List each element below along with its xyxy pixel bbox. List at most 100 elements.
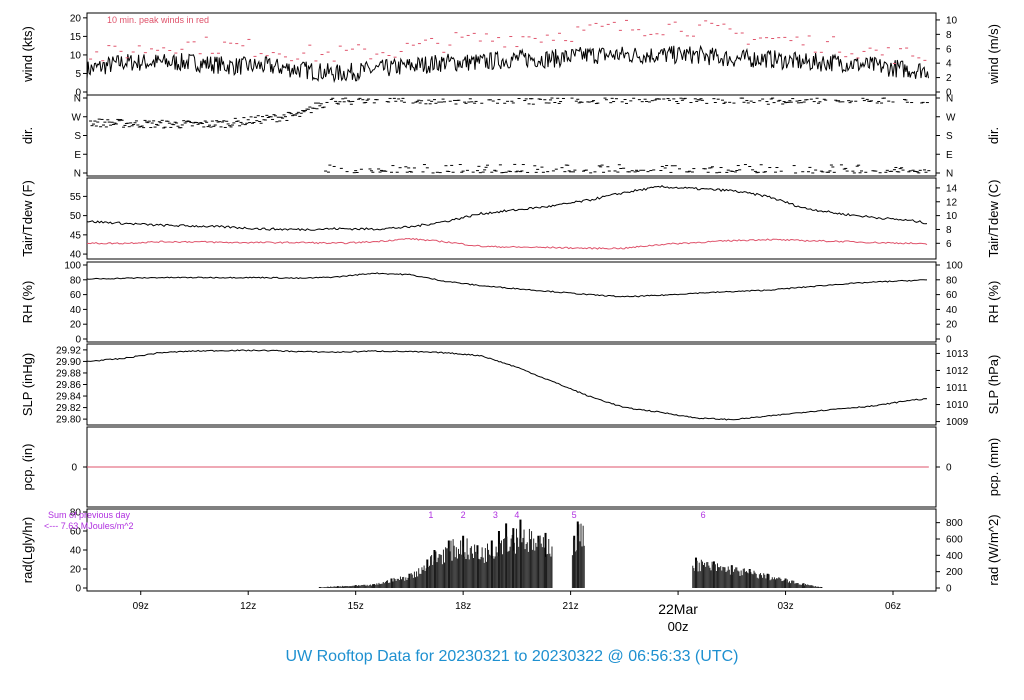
y-axis-label-left: pcp. (in) xyxy=(20,444,35,491)
y-tick-label-right: 8 xyxy=(946,225,952,236)
y-tick-label-right: 600 xyxy=(946,534,963,545)
radiation-note: <--- 7.63 MJoules/m^2 xyxy=(44,521,134,531)
y-tick-label-right: S xyxy=(946,131,953,142)
y-tick-label-left: 15 xyxy=(70,32,82,43)
panel-frame xyxy=(86,343,937,426)
y-tick-label-right: 1009 xyxy=(946,417,969,428)
y-tick-label-right: 10 xyxy=(946,15,958,26)
y-tick-label-right: 0 xyxy=(946,463,952,474)
x-tick-label: 12z xyxy=(240,601,256,612)
y-tick-label-left: 29.92 xyxy=(56,345,81,356)
y-axis-label-left: RH (%) xyxy=(20,281,35,324)
radiation-bar xyxy=(820,587,823,588)
y-tick-label-right: 60 xyxy=(946,290,958,301)
y-tick-label-left: 29.82 xyxy=(56,403,81,414)
y-tick-label-left: 0 xyxy=(75,584,81,595)
y-axis-label-right: dir. xyxy=(986,127,1001,144)
y-tick-label-left: S xyxy=(74,131,81,142)
y-tick-label-left: W xyxy=(72,112,82,123)
x-tick-label: 18z xyxy=(455,601,471,612)
y-tick-label-left: 80 xyxy=(70,275,82,286)
y-tick-label-left: N xyxy=(74,169,81,180)
y-tick-label-right: 400 xyxy=(946,551,963,562)
y-tick-label-right: 20 xyxy=(946,320,958,331)
x-tick-label: 15z xyxy=(348,601,364,612)
y-tick-label-right: 100 xyxy=(946,261,963,272)
y-axis-label-left: Tair/Tdew (F) xyxy=(20,180,35,257)
tair-line xyxy=(86,185,928,231)
y-tick-label-right: 14 xyxy=(946,183,958,194)
hour-marker: 2 xyxy=(461,510,466,520)
y-axis-label-right: Tair/Tdew (C) xyxy=(986,179,1001,257)
y-tick-label-right: 8 xyxy=(946,30,952,41)
y-tick-label-right: 0 xyxy=(946,584,952,595)
page-title: UW Rooftop Data for 20230321 to 20230322… xyxy=(285,648,739,665)
y-tick-label-right: 200 xyxy=(946,567,963,578)
y-axis-label-left: wind (kts) xyxy=(20,26,35,83)
y-axis-label-left: dir. xyxy=(20,127,35,144)
y-tick-label-right: 0 xyxy=(946,88,952,99)
y-tick-label-right: E xyxy=(946,150,953,161)
y-tick-label-left: 40 xyxy=(70,305,82,316)
slp-line xyxy=(86,349,928,421)
y-tick-label-right: 800 xyxy=(946,518,963,529)
y-tick-label-right: 1012 xyxy=(946,366,969,377)
y-tick-label-left: 55 xyxy=(70,192,82,203)
y-tick-label-right: 1013 xyxy=(946,349,969,360)
x-date-label: 22Mar xyxy=(658,601,698,617)
y-tick-label-left: 100 xyxy=(64,261,81,272)
y-tick-label-left: 29.84 xyxy=(56,392,81,403)
y-tick-label-left: E xyxy=(74,150,81,161)
y-tick-label-right: W xyxy=(946,112,956,123)
y-tick-label-left: 29.80 xyxy=(56,415,81,426)
y-tick-label-left: 20 xyxy=(70,320,82,331)
y-tick-label-left: 45 xyxy=(70,230,82,241)
y-tick-label-right: 1011 xyxy=(946,383,968,394)
hour-marker: 6 xyxy=(701,510,706,520)
y-tick-label-right: 1010 xyxy=(946,400,969,411)
y-tick-label-right: 0 xyxy=(946,335,952,346)
y-tick-label-right: 6 xyxy=(946,239,952,250)
y-tick-label-right: 12 xyxy=(946,197,958,208)
y-tick-label-left: 10 xyxy=(70,50,82,61)
y-tick-label-left: 29.90 xyxy=(56,357,81,368)
rh-line xyxy=(86,272,927,298)
y-tick-label-left: 0 xyxy=(75,88,81,99)
y-tick-label-right: 2 xyxy=(946,73,952,84)
y-tick-label-left: 60 xyxy=(70,290,82,301)
y-tick-label-left: 60 xyxy=(70,527,82,538)
y-tick-label-left: 29.86 xyxy=(56,380,81,391)
x-tick-label: 03z xyxy=(777,601,793,612)
y-tick-label-left: 50 xyxy=(70,211,82,222)
panel-frame xyxy=(86,94,937,177)
y-tick-label-right: 6 xyxy=(946,44,952,55)
x-tick-label: 09z xyxy=(133,601,149,612)
panel-frame xyxy=(86,177,937,260)
hour-marker: 4 xyxy=(514,510,519,520)
x-tick-label: 21z xyxy=(563,601,579,612)
y-tick-label-left: 0 xyxy=(75,335,81,346)
y-axis-label-right: SLP (hPa) xyxy=(986,355,1001,415)
y-tick-label-left: 0 xyxy=(71,463,77,474)
y-tick-label-right: N xyxy=(946,94,953,105)
y-axis-label-left: SLP (inHg) xyxy=(20,353,35,416)
y-axis-label-right: rad (W/m^2) xyxy=(986,514,1001,585)
y-tick-label-left: 20 xyxy=(70,13,82,24)
radiation-note: Sum of previous day xyxy=(48,510,131,520)
x-tick-label: 06z xyxy=(885,601,901,612)
y-tick-label-left: 40 xyxy=(70,546,82,557)
peak-wind-annotation: 10 min. peak winds in red xyxy=(107,15,209,25)
y-tick-label-left: 29.88 xyxy=(56,368,81,379)
tdew-line xyxy=(86,237,928,250)
y-tick-label-left: 20 xyxy=(70,565,82,576)
hour-marker: 3 xyxy=(493,510,498,520)
y-tick-label-right: 4 xyxy=(946,59,952,70)
y-axis-label-left: rad(Lgly/hr) xyxy=(20,517,35,583)
y-tick-label-left: 40 xyxy=(70,250,82,261)
x-tick-label: 00z xyxy=(668,619,689,634)
panel-frame xyxy=(86,12,937,96)
hour-marker: 1 xyxy=(428,510,433,520)
y-tick-label-right: N xyxy=(946,169,953,180)
wind-speed-line xyxy=(86,44,929,84)
